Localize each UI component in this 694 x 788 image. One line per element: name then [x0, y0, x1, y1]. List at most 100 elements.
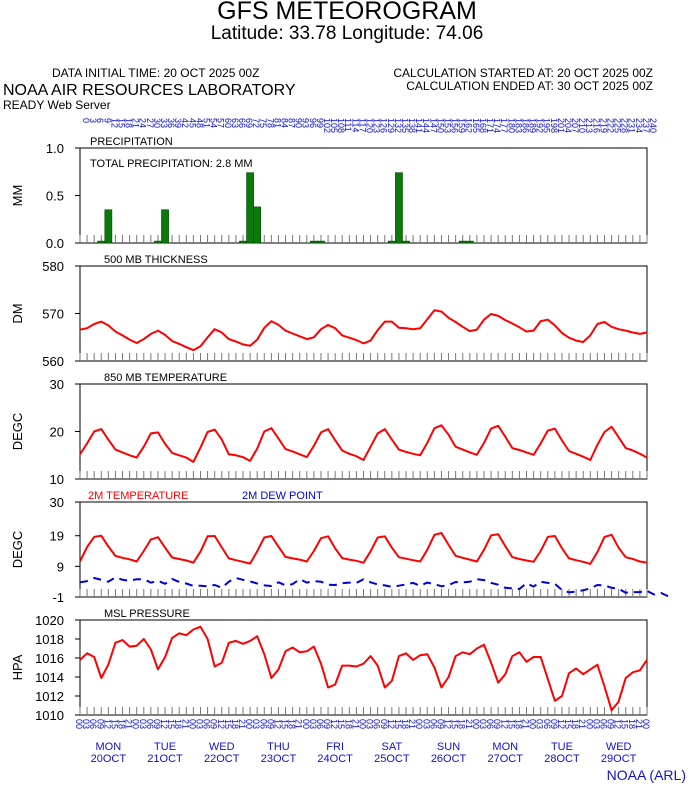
bottom-time-label: 09: [379, 719, 389, 729]
bottom-time-label: 03: [591, 719, 601, 729]
bottom-time-label: 00: [641, 719, 651, 729]
top-hour-label: 213: [584, 118, 594, 133]
top-hour-label: 93: [301, 118, 311, 128]
top-hour-label: 225: [613, 118, 623, 133]
top-hour-label: 165: [471, 118, 481, 133]
bottom-time-label: 09: [549, 719, 559, 729]
bottom-time-label: 18: [117, 719, 127, 729]
bottom-time-label: 18: [457, 719, 467, 729]
top-hour-label: 207: [570, 118, 580, 133]
bottom-time-label: 03: [138, 719, 148, 729]
bottom-time-label: 09: [606, 719, 616, 729]
top-hour-label: 201: [556, 118, 566, 133]
top-hour-label: 30: [152, 118, 162, 128]
day-label: WED: [209, 741, 235, 753]
server-name: READY Web Server: [3, 98, 111, 112]
bottom-time-label: 18: [570, 719, 580, 729]
top-hour-label: 84: [279, 118, 289, 128]
panel-title: MSL PRESSURE: [104, 608, 190, 620]
y-tick-label: 1012: [35, 689, 64, 704]
precip-bar: [97, 240, 106, 244]
precip-bar: [388, 240, 396, 244]
y-tick-label: 1.0: [46, 141, 64, 156]
panel-thickness: 560 570 580 DM 500 MB THICKNESS: [10, 254, 648, 369]
top-hour-label: 57: [216, 118, 226, 128]
thickness-line: [79, 309, 648, 352]
bottom-time-label: 12: [159, 719, 169, 729]
bottom-time-label: 21: [464, 719, 474, 729]
bottom-time-label: 21: [521, 719, 531, 729]
bottom-time-label: 12: [499, 719, 509, 729]
top-hour-label: 171: [485, 118, 495, 133]
bottom-time-label: 06: [315, 719, 325, 729]
bottom-time-label: 06: [428, 719, 438, 729]
top-hour-label: 15: [116, 118, 126, 128]
top-hour-label: 159: [457, 118, 467, 133]
top-hour-label: 69: [244, 118, 254, 128]
day-label: THU: [267, 741, 290, 753]
top-hour-label: 132: [393, 118, 403, 133]
bottom-time-label: 03: [308, 719, 318, 729]
top-hour-label: 135: [400, 118, 410, 133]
y-axis-label: DEGC: [10, 531, 25, 569]
date-label: 23OCT: [261, 753, 297, 765]
precip-bar: [317, 240, 325, 244]
y-axis-label: MM: [10, 185, 25, 207]
top-hour-label: 48: [194, 118, 204, 128]
page-title: GFS METEOROGRAM: [217, 0, 477, 25]
legend-2m-temperature: 2M TEMPERATURE: [88, 490, 188, 502]
bottom-time-label: 18: [230, 719, 240, 729]
bottom-time-label: 00: [414, 719, 424, 729]
bottom-time-label: 03: [421, 719, 431, 729]
top-hour-label: 60: [223, 118, 233, 128]
top-hour-label: 150: [435, 118, 445, 133]
y-tick-label: 9: [57, 559, 64, 574]
bottom-time-label: 00: [131, 719, 141, 729]
precip-bar: [154, 240, 162, 244]
top-hour-label: 96: [308, 118, 318, 128]
top-hour-label: 12: [109, 118, 119, 128]
data-initial-time: DATA INITIAL TIME: 20 OCT 2025 00Z: [52, 66, 260, 80]
y-tick-label: 580: [42, 259, 64, 274]
bottom-time-label: 15: [620, 719, 630, 729]
panel-frame: [79, 383, 648, 480]
bottom-time-label: 18: [513, 719, 523, 729]
day-label: MON: [96, 741, 122, 753]
top-hour-label: 114: [350, 118, 360, 132]
bottom-time-label: 12: [329, 719, 339, 729]
bottom-time-label: 09: [322, 719, 332, 729]
precip-bar: [458, 240, 467, 244]
top-hour-label: 111: [343, 118, 353, 132]
precip-bar: [253, 206, 262, 244]
date-label: 28OCT: [544, 753, 580, 765]
calculation-ended: CALCULATION ENDED AT: 30 OCT 2025 00Z: [406, 79, 653, 93]
panel-title: 850 MB TEMPERATURE: [104, 372, 227, 384]
top-hour-label: 102: [322, 118, 332, 133]
precip-bar: [239, 240, 247, 244]
bottom-time-label: 12: [272, 719, 282, 729]
bottom-time-label: 12: [443, 719, 453, 729]
top-hour-label: 81: [272, 118, 282, 128]
top-hour-label: 168: [478, 118, 488, 133]
y-tick-label: 10: [50, 472, 64, 487]
top-hour-label: 54: [209, 118, 219, 128]
y-tick-label: 30: [50, 495, 64, 510]
bottom-time-label: 00: [358, 719, 368, 729]
top-hour-label: 90: [294, 118, 304, 128]
bottom-time-label: 12: [102, 719, 112, 729]
bottom-time-label: 09: [265, 719, 275, 729]
bottom-time-label: 03: [365, 719, 375, 729]
top-hour-label: 108: [336, 118, 346, 133]
y-tick-label: 0.5: [46, 189, 64, 204]
day-label: SUN: [437, 741, 460, 753]
top-hour-label: 78: [265, 118, 275, 128]
top-hour-label: 126: [379, 118, 389, 133]
bottom-time-label: 09: [152, 719, 162, 729]
bottom-time-label: 21: [124, 719, 134, 729]
top-hour-label: 228: [620, 118, 630, 133]
temp850-line: [79, 424, 648, 463]
top-hour-label: 210: [577, 118, 587, 133]
location-subtitle: Latitude: 33.78 Longitude: 74.06: [210, 23, 484, 44]
bottom-time-label: 00: [74, 719, 84, 729]
legend-2m-dew-point: 2M DEW POINT: [242, 490, 323, 502]
